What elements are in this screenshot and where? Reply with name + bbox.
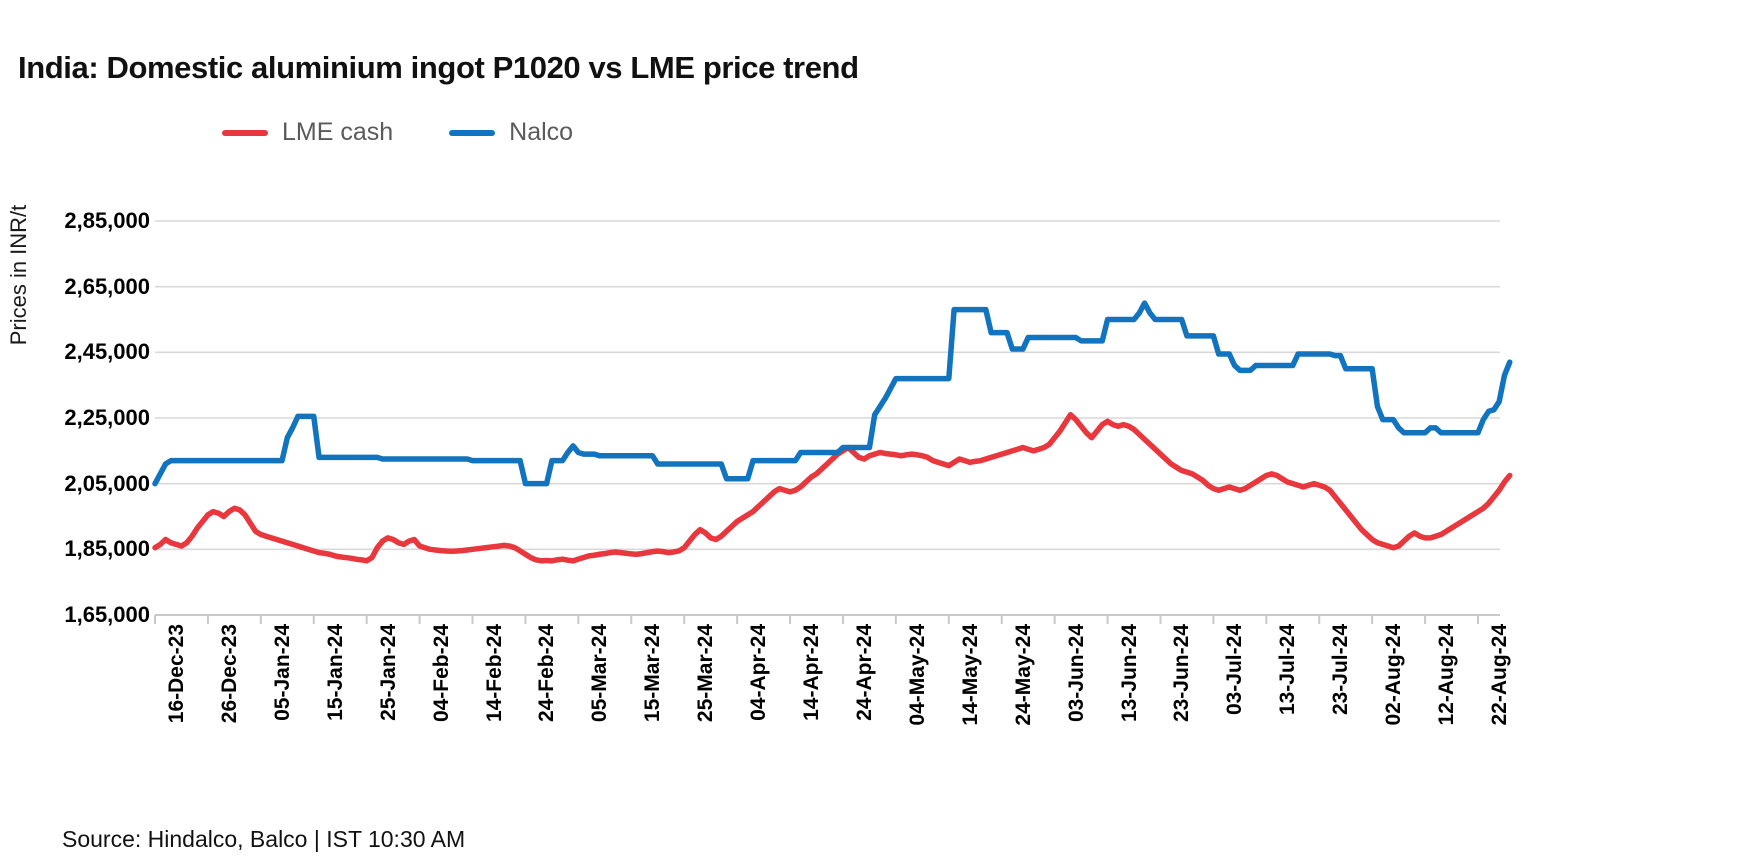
legend-swatch-lme-cash	[222, 129, 268, 136]
x-axis-tick-label: 05-Mar-24	[588, 624, 612, 723]
legend-item-lme-cash[interactable]: LME cash	[222, 118, 393, 147]
y-axis-tick-label: 2,05,000	[64, 470, 150, 496]
y-axis-tick-label: 1,85,000	[64, 536, 150, 562]
x-axis-tick-label: 05-Jan-24	[270, 624, 294, 721]
x-axis-tick-label: 04-May-24	[905, 624, 929, 726]
legend-item-nalco[interactable]: Nalco	[449, 118, 573, 147]
series-line-nalco	[152, 300, 1513, 487]
x-axis-tick-label: 14-Apr-24	[800, 624, 824, 721]
legend-swatch-nalco	[449, 129, 496, 136]
x-axis-tick-label: 13-Jun-24	[1117, 624, 1141, 723]
page-title: India: Domestic aluminium ingot P1020 vs…	[18, 50, 859, 85]
x-axis-tick-label: 02-Aug-24	[1382, 624, 1406, 726]
x-axis-tick-label: 26-Dec-23	[217, 624, 241, 724]
x-axis-tick-label: 22-Aug-24	[1488, 624, 1511, 726]
legend-label-nalco: Nalco	[509, 118, 574, 146]
x-axis-tick-label: 23-Jul-24	[1329, 624, 1353, 716]
y-axis-tick-labels: 1,65,000 1,85,000 2,05,000 2,25,000 2,45,000…	[0, 0, 150, 863]
x-axis-tick-label: 04-Apr-24	[747, 624, 771, 721]
x-axis-tick-label: 24-Feb-24	[535, 624, 559, 723]
x-axis-tick-label: 03-Jun-24	[1064, 624, 1088, 723]
x-axis-tick-label: 03-Jul-24	[1223, 624, 1247, 716]
y-axis-tick-label: 1,65,000	[64, 602, 150, 627]
y-axis-tick-label: 2,45,000	[64, 339, 150, 365]
x-axis-tick-label: 14-May-24	[958, 624, 982, 726]
chart-legend: LME cash Nalco	[222, 118, 573, 147]
series-line-lme-cash	[152, 411, 1513, 564]
x-axis-tick-label: 15-Mar-24	[641, 624, 665, 723]
y-axis-tick-label: 2,25,000	[64, 405, 150, 430]
x-axis-tick-label: 13-Jul-24	[1276, 624, 1300, 716]
x-axis-tick-label: 24-May-24	[1011, 624, 1035, 726]
x-axis-tick-label: 25-Mar-24	[694, 624, 718, 723]
x-axis-tick-label: 04-Feb-24	[429, 624, 453, 723]
x-axis-tick-label: 25-Jan-24	[376, 624, 400, 721]
source-note: Source: Hindalco, Balco | IST 10:30 AM	[62, 826, 466, 852]
x-axis-tick-label: 16-Dec-23	[165, 624, 188, 724]
y-axis-tick-label: 2,65,000	[64, 273, 150, 299]
legend-label-lme-cash: LME cash	[282, 118, 394, 146]
x-axis-tick-label: 23-Jun-24	[1170, 624, 1194, 723]
x-axis-tick-label: 12-Aug-24	[1435, 624, 1459, 726]
x-axis-tick-label: 14-Feb-24	[482, 624, 506, 723]
x-axis-tick-label: 24-Apr-24	[852, 624, 876, 721]
y-axis-tick-label: 2,85,000	[64, 208, 150, 233]
x-axis-tick-label: 15-Jan-24	[323, 624, 347, 721]
